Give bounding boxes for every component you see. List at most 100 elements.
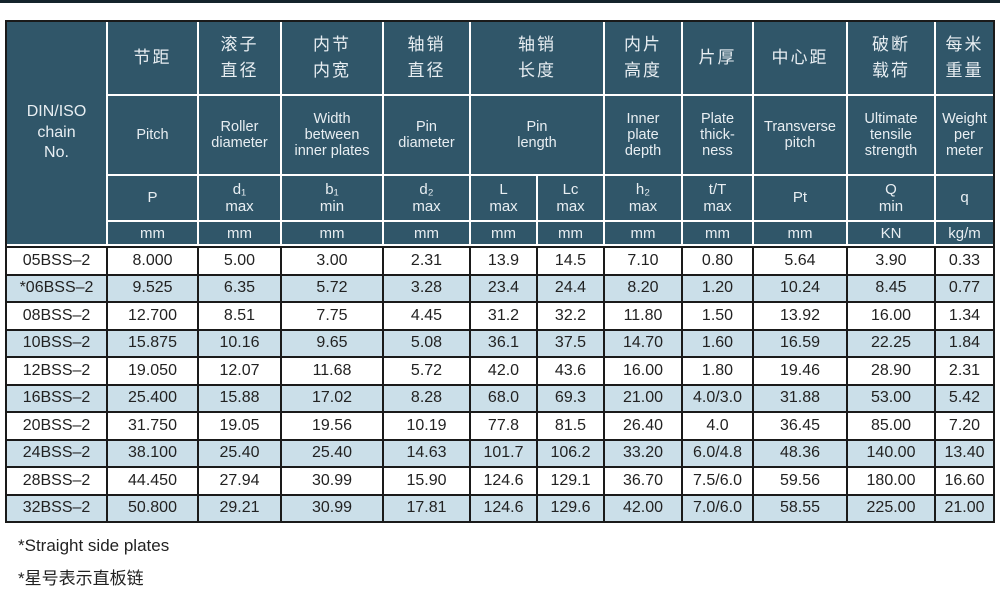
value-cell: 77.8 [471,413,536,439]
value-cell: 19.56 [282,413,382,439]
value-cell: 124.6 [471,495,536,521]
symbol-header-cell: b₁ min [282,176,382,220]
value-cell: 3.28 [384,275,469,301]
value-cell: 81.5 [538,413,603,439]
value-cell: 26.40 [605,413,681,439]
value-cell: 0.80 [683,248,752,274]
chain-spec-table: DIN/ISO chain No. 节距 滚子 直径 内节 内宽 轴销 直径 轴… [5,20,995,523]
value-cell: 2.31 [384,248,469,274]
value-cell: 30.99 [282,468,382,494]
header-cn-pin-length: 轴销 长度 [471,22,603,94]
value-cell: 19.46 [754,358,846,384]
symbol-header-cell: d₂ max [384,176,469,220]
value-cell: 25.40 [199,440,280,466]
value-cell: 1.84 [936,330,993,356]
value-cell: 10.19 [384,413,469,439]
value-cell: 106.2 [538,440,603,466]
header-en-pin-length: Pin length [471,96,603,174]
unit-header-cell: mm [199,222,280,244]
value-cell: 12.700 [108,303,197,329]
value-cell: 19.05 [199,413,280,439]
value-cell: 1.50 [683,303,752,329]
symbol-header-cell: L max [471,176,536,220]
value-cell: 10.24 [754,275,846,301]
unit-header-cell: mm [538,222,603,244]
value-cell: 17.02 [282,385,382,411]
value-cell: 13.40 [936,440,993,466]
value-cell: 10.16 [199,330,280,356]
header-en-plate-thickness: Plate thick- ness [683,96,752,174]
value-cell: 32.2 [538,303,603,329]
value-cell: 225.00 [848,495,934,521]
value-cell: 5.72 [384,358,469,384]
value-cell: 24.4 [538,275,603,301]
value-cell: 8.51 [199,303,280,329]
value-cell: 8.28 [384,385,469,411]
value-cell: 16.00 [848,303,934,329]
chain-no-cell: 16BSS–2 [7,385,106,411]
value-cell: 129.6 [538,495,603,521]
header-en-transverse-pitch: Transverse pitch [754,96,846,174]
value-cell: 58.55 [754,495,846,521]
value-cell: 21.00 [605,385,681,411]
value-cell: 59.56 [754,468,846,494]
chain-no-cell: 08BSS–2 [7,303,106,329]
value-cell: 14.70 [605,330,681,356]
header-cn-tensile-strength: 破断 载荷 [848,22,934,94]
header-cn-transverse-pitch: 中心距 [754,22,846,94]
value-cell: 5.42 [936,385,993,411]
value-cell: 23.4 [471,275,536,301]
unit-header-cell: mm [754,222,846,244]
header-en-pin-diameter: Pin diameter [384,96,469,174]
value-cell: 5.72 [282,275,382,301]
header-en-inner-width: Width between inner plates [282,96,382,174]
value-cell: 9.65 [282,330,382,356]
value-cell: 124.6 [471,468,536,494]
value-cell: 4.0 [683,413,752,439]
value-cell: 25.400 [108,385,197,411]
value-cell: 0.77 [936,275,993,301]
symbol-header-cell: t/T max [683,176,752,220]
value-cell: 7.0/6.0 [683,495,752,521]
symbol-header-cell: q [936,176,993,220]
value-cell: 3.00 [282,248,382,274]
header-en-tensile-strength: Ultimate tensile strength [848,96,934,174]
value-cell: 33.20 [605,440,681,466]
value-cell: 31.750 [108,413,197,439]
value-cell: 15.88 [199,385,280,411]
value-cell: 15.90 [384,468,469,494]
symbol-header-cell: Lc max [538,176,603,220]
value-cell: 5.64 [754,248,846,274]
chain-no-cell: *06BSS–2 [7,275,106,301]
value-cell: 14.5 [538,248,603,274]
value-cell: 15.875 [108,330,197,356]
value-cell: 0.33 [936,248,993,274]
value-cell: 30.99 [282,495,382,521]
value-cell: 22.25 [848,330,934,356]
chain-no-cell: 12BSS–2 [7,358,106,384]
value-cell: 1.80 [683,358,752,384]
chain-no-cell: 05BSS–2 [7,248,106,274]
value-cell: 31.88 [754,385,846,411]
footnote-straight-side-plates: *Straight side plates [18,536,170,555]
unit-header-cell: mm [282,222,382,244]
value-cell: 19.050 [108,358,197,384]
value-cell: 36.70 [605,468,681,494]
header-en-pitch: Pitch [108,96,197,174]
value-cell: 1.34 [936,303,993,329]
footnote-star-meaning-cn: *星号表示直板链 [18,569,144,588]
value-cell: 38.100 [108,440,197,466]
value-cell: 6.35 [199,275,280,301]
chain-no-cell: 24BSS–2 [7,440,106,466]
symbol-header-cell: P [108,176,197,220]
value-cell: 50.800 [108,495,197,521]
chain-no-cell: 10BSS–2 [7,330,106,356]
value-cell: 37.5 [538,330,603,356]
header-en-weight-per-meter: Weight per meter [936,96,993,174]
unit-header-cell: mm [108,222,197,244]
value-cell: 69.3 [538,385,603,411]
value-cell: 36.45 [754,413,846,439]
value-cell: 48.36 [754,440,846,466]
value-cell: 42.0 [471,358,536,384]
top-edge-strip [0,0,1000,3]
